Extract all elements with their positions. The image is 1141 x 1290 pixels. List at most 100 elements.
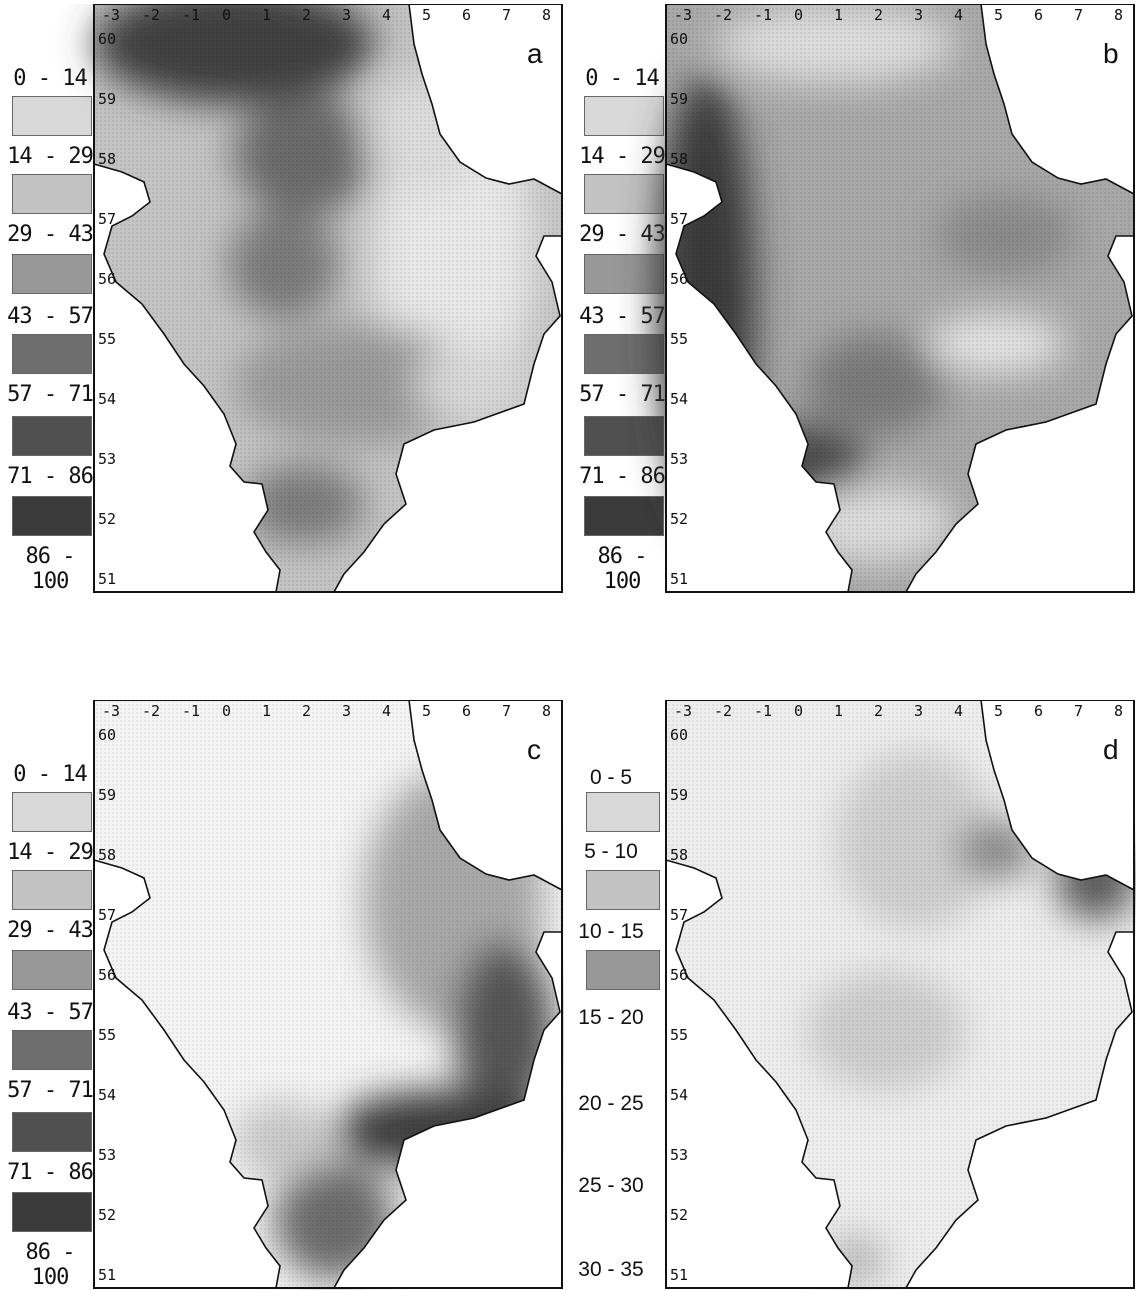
lon-tick-b-3: 0	[794, 6, 803, 24]
lat-tick-a-7: 53	[98, 450, 116, 468]
lon-tick-c-4: 1	[262, 702, 271, 720]
panel-letter-a: a	[527, 38, 543, 69]
lat-tick-d-0: 60	[670, 726, 688, 744]
legend-c-swatch-1	[12, 792, 92, 832]
lat-tick-a-8: 52	[98, 510, 116, 528]
britain-land	[665, 162, 853, 593]
lat-tick-c-7: 53	[98, 1146, 116, 1164]
lat-tick-b-9: 51	[670, 570, 688, 588]
legend-c: 0 - 14 14 - 29 29 - 43 43 - 57 57 - 71 7…	[4, 700, 94, 1290]
lat-tick-d-2: 58	[670, 846, 688, 864]
lat-tick-a-4: 56	[98, 270, 116, 288]
lon-tick-c-0: -3	[102, 702, 120, 720]
legend-b: 0 - 14 14 - 29 29 - 43 43 - 57 57 - 71 7…	[576, 4, 666, 594]
legend-d-label-3: 15 - 20	[578, 1006, 644, 1029]
legend-d-label-5: 25 - 30	[578, 1174, 644, 1197]
lon-tick-b-10: 7	[1074, 6, 1083, 24]
legend-b-label-1: 14 - 29	[579, 144, 666, 169]
legend-d-swatch-2	[586, 870, 660, 910]
lat-tick-b-6: 54	[670, 390, 688, 408]
lon-tick-b-11: 8	[1114, 6, 1123, 24]
legend-c-swatch-6	[12, 1192, 92, 1232]
legend-c-label-4: 57 - 71	[7, 1078, 94, 1103]
lat-tick-a-3: 57	[98, 210, 116, 228]
panel-letter-c: c	[527, 734, 541, 765]
continent-land	[332, 235, 563, 593]
legend-d-label-2: 10 - 15	[578, 920, 644, 943]
lon-tick-a-6: 3	[342, 6, 351, 24]
legend-a: 0 - 14 14 - 29 29 - 43 43 - 57 57 - 71 7…	[4, 4, 94, 594]
legend-b-label-3: 43 - 57	[579, 304, 666, 329]
lon-tick-a-9: 6	[462, 6, 471, 24]
legend-c-label-6: 86 - 100	[25, 1240, 76, 1290]
legend-b-label-6: 86 - 100	[597, 544, 648, 594]
legend-b-swatch-1	[584, 96, 664, 136]
lon-tick-d-7: 4	[954, 702, 963, 720]
lon-tick-d-2: -1	[754, 702, 772, 720]
lat-tick-b-2: 58	[670, 150, 688, 168]
legend-a-label-1: 14 - 29	[7, 144, 94, 169]
lon-tick-b-1: -2	[714, 6, 732, 24]
lon-tick-a-7: 4	[382, 6, 391, 24]
lon-tick-d-11: 8	[1114, 702, 1123, 720]
lat-tick-b-0: 60	[670, 30, 688, 48]
lon-tick-a-0: -3	[102, 6, 120, 24]
lon-tick-a-8: 5	[422, 6, 431, 24]
lon-tick-d-6: 3	[914, 702, 923, 720]
lon-tick-d-9: 6	[1034, 702, 1043, 720]
legend-a-label-5: 71 - 86	[7, 464, 94, 489]
lon-tick-d-3: 0	[794, 702, 803, 720]
continent-land	[332, 931, 563, 1289]
lat-tick-c-3: 57	[98, 906, 116, 924]
legend-c-label-3: 43 - 57	[7, 1000, 94, 1025]
lon-tick-c-7: 4	[382, 702, 391, 720]
lon-tick-c-3: 0	[222, 702, 231, 720]
lon-tick-c-2: -1	[182, 702, 200, 720]
legend-d-swatch-3	[586, 950, 660, 990]
legend-a-label-2: 29 - 43	[7, 222, 94, 247]
lon-tick-c-9: 6	[462, 702, 471, 720]
panel-a: 0 - 14 14 - 29 29 - 43 43 - 57 57 - 71 7…	[4, 4, 564, 594]
lat-tick-b-8: 52	[670, 510, 688, 528]
lon-tick-c-11: 8	[542, 702, 551, 720]
lon-tick-b-9: 6	[1034, 6, 1043, 24]
lon-tick-d-10: 7	[1074, 702, 1083, 720]
lat-tick-b-3: 57	[670, 210, 688, 228]
lat-tick-a-9: 51	[98, 570, 116, 588]
lon-tick-d-5: 2	[874, 702, 883, 720]
panel-d: 0 - 5 5 - 10 10 - 15 15 - 20 20 - 25 25 …	[576, 700, 1136, 1290]
lon-tick-a-1: -2	[142, 6, 160, 24]
lat-tick-d-6: 54	[670, 1086, 688, 1104]
legend-d-label-0: 0 - 5	[589, 766, 633, 789]
lat-tick-d-8: 52	[670, 1206, 688, 1224]
lon-tick-b-4: 1	[834, 6, 843, 24]
legend-c-label-5: 71 - 86	[7, 1160, 94, 1185]
legend-a-label-0: 0 - 14	[13, 66, 87, 91]
lon-tick-d-4: 1	[834, 702, 843, 720]
lat-tick-d-1: 59	[670, 786, 688, 804]
legend-a-swatch-1	[12, 96, 92, 136]
legend-b-swatch-6	[584, 496, 664, 536]
lat-tick-d-9: 51	[670, 1266, 688, 1284]
lat-tick-d-5: 55	[670, 1026, 688, 1044]
legend-a-swatch-2	[12, 174, 92, 214]
legend-b-label-2: 29 - 43	[579, 222, 666, 247]
continent-land	[904, 931, 1135, 1289]
legend-c-swatch-3	[12, 950, 92, 990]
legend-a-swatch-4	[12, 334, 92, 374]
lon-tick-a-3: 0	[222, 6, 231, 24]
legend-b-swatch-5	[584, 416, 664, 456]
britain-land	[93, 858, 281, 1289]
continent-land	[904, 235, 1135, 593]
lon-tick-a-10: 7	[502, 6, 511, 24]
lon-tick-b-8: 5	[994, 6, 1003, 24]
lon-tick-c-8: 5	[422, 702, 431, 720]
legend-a-swatch-3	[12, 254, 92, 294]
lon-tick-d-8: 5	[994, 702, 1003, 720]
lat-tick-c-1: 59	[98, 786, 116, 804]
lat-tick-c-9: 51	[98, 1266, 116, 1284]
legend-b-label-0: 0 - 14	[585, 66, 659, 91]
lat-tick-c-2: 58	[98, 846, 116, 864]
legend-b-label-5: 71 - 86	[579, 464, 666, 489]
